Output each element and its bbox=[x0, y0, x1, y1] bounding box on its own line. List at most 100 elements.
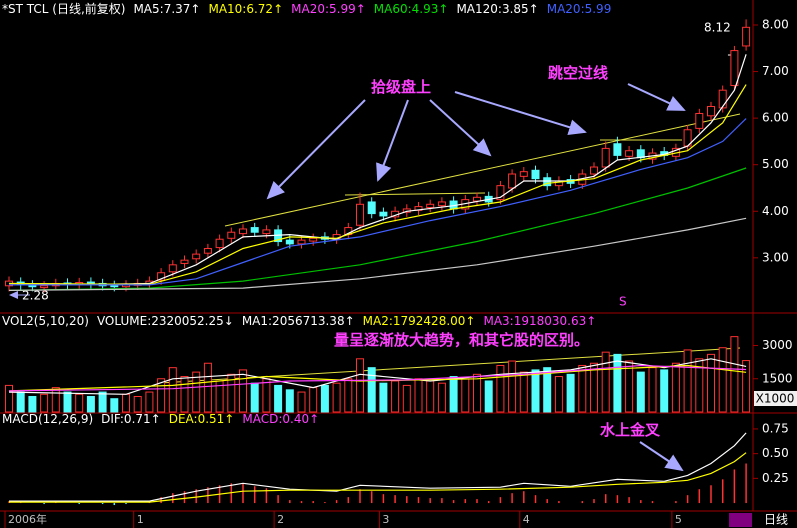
volume-bar bbox=[239, 369, 247, 413]
indicator-line bbox=[9, 432, 747, 502]
header-item: MA60:4.93↑ bbox=[374, 2, 449, 16]
volume-bar bbox=[449, 376, 458, 413]
candle-body bbox=[707, 105, 715, 117]
candle-body bbox=[110, 284, 119, 288]
volume-bar bbox=[122, 393, 130, 413]
volume-bar bbox=[110, 398, 119, 413]
volume-bar bbox=[51, 387, 60, 413]
candle-body bbox=[590, 166, 598, 175]
annotation: 拾级盘上 bbox=[371, 78, 431, 96]
candle-body bbox=[239, 228, 247, 235]
candle-body bbox=[613, 143, 622, 156]
unit-label: X1000 bbox=[756, 392, 795, 406]
volume-bar bbox=[274, 384, 283, 413]
x-tick-label: 5 bbox=[675, 513, 682, 526]
volume-bar bbox=[180, 376, 189, 413]
header-item: DIF:0.71↑ bbox=[101, 412, 161, 426]
indicator-line bbox=[8, 84, 747, 286]
candle-body bbox=[426, 203, 435, 209]
header-item: VOLUME:2320052.25↓ bbox=[97, 314, 234, 328]
annotation: 量呈逐渐放大趋势，和其它股的区别。 bbox=[334, 331, 589, 349]
high-label: 8.12 bbox=[704, 21, 731, 35]
candle-body bbox=[309, 237, 318, 242]
candle-body bbox=[356, 203, 364, 226]
candle-body bbox=[742, 26, 751, 47]
indicator-line bbox=[8, 364, 747, 392]
header-item: MA2:1792428.00↑ bbox=[363, 314, 476, 328]
volume-bar bbox=[98, 391, 107, 413]
volume-bar bbox=[625, 360, 634, 413]
y-tick-label: 3000 bbox=[762, 338, 793, 352]
candle-body bbox=[519, 171, 528, 177]
candle-body bbox=[379, 211, 388, 217]
y-tick-label: 0.75 bbox=[762, 421, 789, 435]
candle-body bbox=[168, 264, 177, 273]
volume-bar bbox=[309, 387, 318, 413]
candle-body bbox=[601, 147, 610, 168]
volume-bar bbox=[285, 389, 294, 413]
indicator-line bbox=[9, 118, 747, 286]
unit-box bbox=[754, 391, 797, 406]
volume-bar bbox=[5, 384, 13, 413]
candle-body bbox=[625, 150, 634, 157]
volume-bar bbox=[695, 358, 704, 413]
annotation: 跳空过线 bbox=[548, 64, 608, 82]
y-tick-label: 3.00 bbox=[762, 250, 789, 264]
candle-body bbox=[508, 173, 517, 189]
low-label: 2.28 bbox=[22, 289, 49, 303]
candle-body bbox=[250, 227, 259, 233]
volume-bar bbox=[402, 384, 411, 413]
volume-bar bbox=[473, 373, 481, 413]
indicator-line bbox=[8, 217, 747, 291]
volume-bar bbox=[426, 380, 435, 413]
volume-bar bbox=[40, 393, 49, 413]
candle-body bbox=[718, 89, 727, 109]
volume-bar bbox=[636, 371, 645, 413]
header-item: VOL2(5,10,20) bbox=[2, 314, 89, 328]
volume-bar bbox=[379, 382, 388, 413]
header-item: *ST TCL (日线,前复权) bbox=[2, 1, 125, 16]
period-label: 日线 bbox=[764, 513, 788, 527]
volume-bar bbox=[531, 369, 540, 413]
candle-body bbox=[215, 238, 224, 249]
candle-body bbox=[730, 50, 739, 87]
volume-bar bbox=[332, 382, 341, 413]
panel-header: MACD(12,26,9) DIF:0.71↑ DEA:0.51↑ MACD:0.40… bbox=[2, 412, 319, 426]
indicator-line bbox=[8, 54, 747, 286]
panel-header: *ST TCL (日线,前复权) MA5:7.37↑ MA10:6.72↑ MA20:… bbox=[2, 1, 611, 16]
volume-bar bbox=[168, 367, 177, 413]
volume-bar bbox=[414, 378, 423, 413]
period-marker bbox=[729, 513, 752, 527]
volume-bar bbox=[554, 376, 563, 413]
volume-bar bbox=[683, 349, 692, 413]
header-item: MA20:5.99↑ bbox=[291, 2, 366, 16]
volume-bar bbox=[519, 371, 528, 413]
y-tick-label: 1500 bbox=[762, 371, 793, 385]
candle-body bbox=[227, 231, 236, 239]
candle-body bbox=[180, 259, 189, 264]
candle-body bbox=[297, 239, 306, 245]
header-item: MA120:3.85↑ bbox=[456, 2, 538, 16]
volume-bar bbox=[461, 378, 470, 413]
header-item: MA10:6.72↑ bbox=[208, 2, 283, 16]
volume-bar bbox=[297, 391, 306, 413]
indicator-line bbox=[8, 167, 747, 291]
y-tick-label: 6.00 bbox=[762, 111, 789, 125]
volume-bar bbox=[227, 373, 236, 413]
y-tick-label: 5.00 bbox=[762, 157, 789, 171]
volume-bar bbox=[203, 362, 212, 413]
y-tick-label: 8.00 bbox=[762, 17, 789, 31]
volume-bar bbox=[437, 382, 446, 413]
volume-bar bbox=[63, 391, 72, 413]
panel-header: VOL2(5,10,20) VOLUME:2320052.25↓ MA1:20567… bbox=[2, 314, 596, 328]
volume-bar bbox=[484, 380, 493, 413]
volume-bar bbox=[250, 382, 259, 413]
indicator-line bbox=[9, 452, 747, 503]
candle-body bbox=[203, 248, 212, 254]
y-tick-label: 7.00 bbox=[762, 64, 789, 78]
volume-bar bbox=[86, 395, 95, 413]
volume-bar bbox=[391, 380, 400, 413]
panel-frame bbox=[0, 0, 797, 512]
